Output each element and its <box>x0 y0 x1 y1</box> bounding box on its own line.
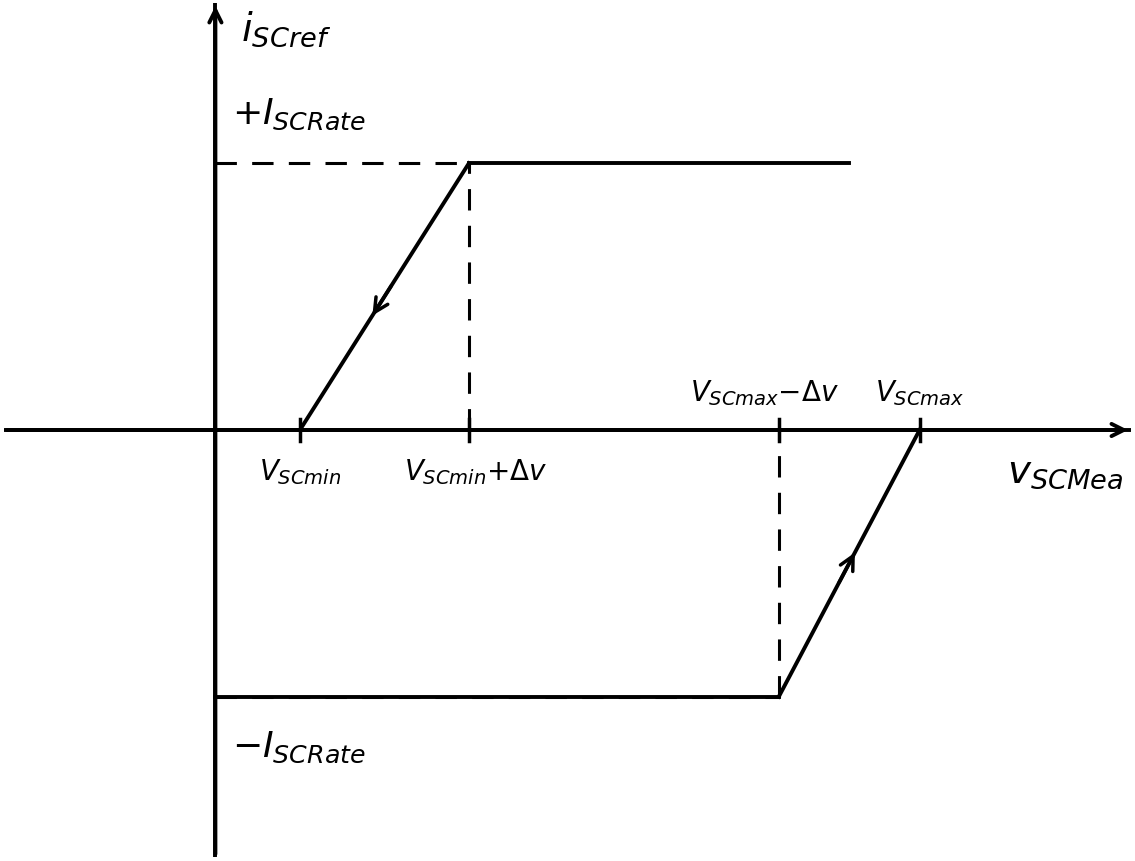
Text: $V_{SCmax}$$-\Delta v$: $V_{SCmax}$$-\Delta v$ <box>690 377 839 407</box>
Text: $+I_{SCRate}$: $+I_{SCRate}$ <box>233 96 367 132</box>
Text: $v_{SCMea}$: $v_{SCMea}$ <box>1008 454 1124 491</box>
Text: $V_{SCmin}$: $V_{SCmin}$ <box>259 457 340 487</box>
Text: $V_{SCmax}$: $V_{SCmax}$ <box>875 377 965 407</box>
Text: $-I_{SCRate}$: $-I_{SCRate}$ <box>233 729 367 765</box>
Text: $i_{SCref}$: $i_{SCref}$ <box>241 9 330 49</box>
Text: $V_{SCmin}$$+\Delta v$: $V_{SCmin}$$+\Delta v$ <box>404 457 547 487</box>
